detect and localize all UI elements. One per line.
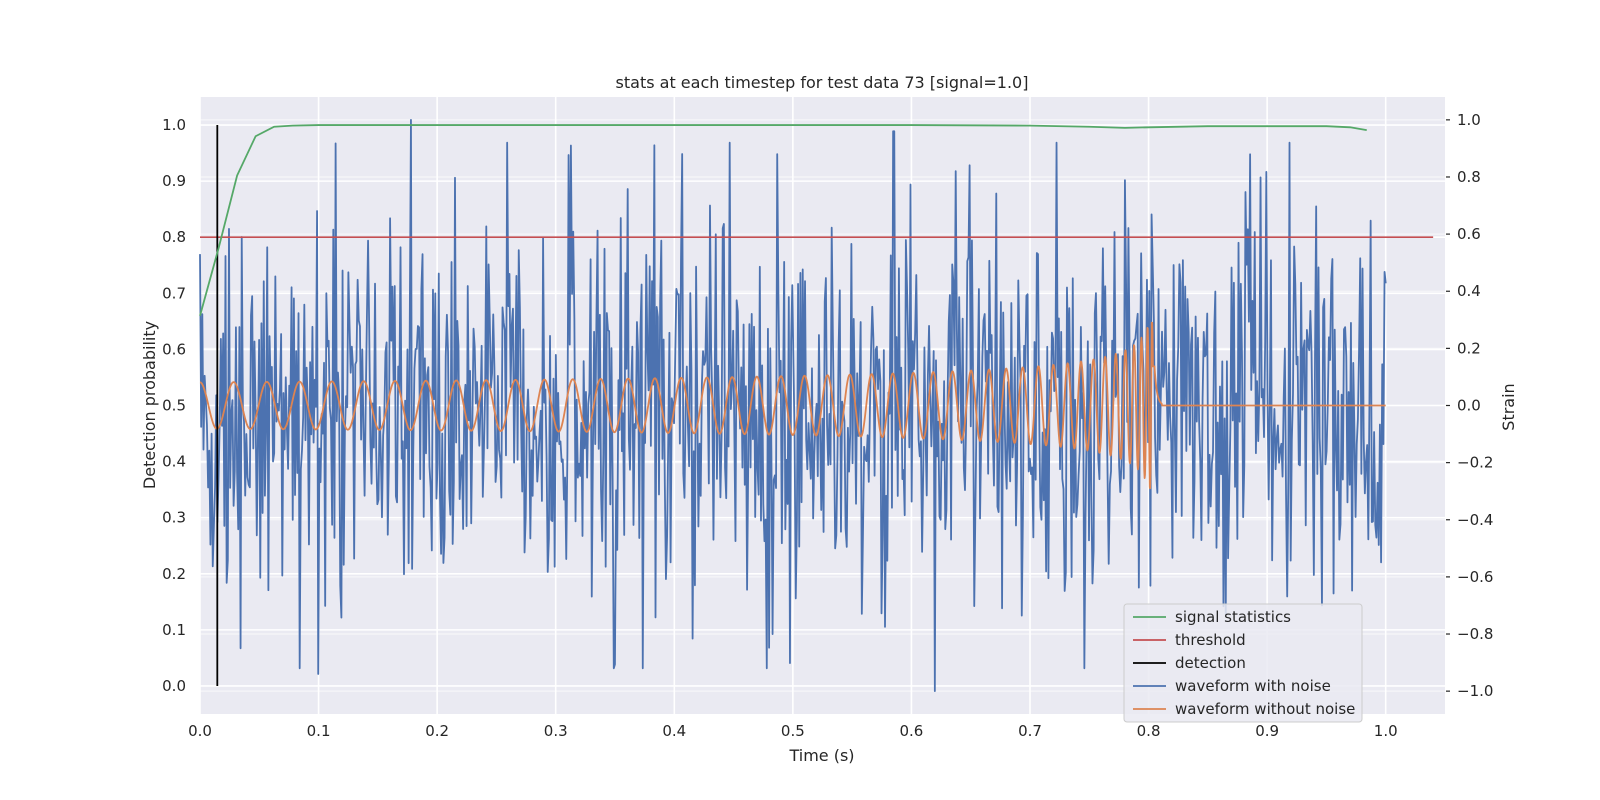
x-tick-label: 0.5 (781, 722, 805, 740)
right-tick-label: 0.0 (1457, 397, 1481, 415)
x-tick-label: 0.4 (662, 722, 686, 740)
legend-box (1123, 603, 1363, 723)
x-tick-label: 0.3 (544, 722, 568, 740)
x-tick-label: 1.0 (1374, 722, 1398, 740)
legend: signal statistics threshold detection wavef… (1123, 603, 1363, 723)
left-tick-label: 0.4 (162, 453, 186, 471)
chart-title: stats at each timestep for test data 73 … (616, 73, 1029, 92)
x-tick-label: 0.8 (1137, 722, 1161, 740)
series-signal-statistics (199, 124, 1367, 316)
series-waveform-without-noise (199, 321, 1387, 490)
x-tick-label: 0.2 (425, 722, 449, 740)
left-tick-label: 0.6 (162, 340, 186, 358)
series-waveform-with-noise (199, 118, 1387, 693)
right-axis-ticks: −1.0 −0.8 −0.6 −0.4 −0.2 0.0 0.2 0.4 0.6 0.8 1.0 (1446, 111, 1493, 700)
left-tick-label: 1.0 (162, 116, 186, 134)
left-tick-label: 0.7 (162, 284, 186, 302)
x-tick-label: 0.7 (1018, 722, 1042, 740)
right-axis-label: Strain (1499, 383, 1518, 430)
left-tick-label: 0.3 (162, 509, 186, 527)
legend-entry: threshold (1175, 631, 1246, 649)
right-tick-label: 1.0 (1457, 111, 1481, 129)
legend-entry: signal statistics (1175, 608, 1291, 626)
legend-entry: waveform with noise (1175, 677, 1331, 695)
right-tick-label: −0.6 (1457, 568, 1493, 586)
legend-entry: detection (1175, 654, 1246, 672)
left-tick-label: 0.1 (162, 621, 186, 639)
left-tick-label: 0.2 (162, 565, 186, 583)
x-axis-ticks: 0.0 0.1 0.2 0.3 0.4 0.5 0.6 0.7 0.8 0.9 1.0 (188, 722, 1398, 740)
x-tick-label: 0.0 (188, 722, 212, 740)
left-axis-ticks: 0.0 0.1 0.2 0.3 0.4 0.5 0.6 0.7 0.8 0.9 1.0 (162, 116, 186, 695)
x-tick-label: 0.6 (899, 722, 923, 740)
left-tick-label: 0.0 (162, 677, 186, 695)
right-tick-label: 0.2 (1457, 339, 1481, 357)
series-layer (199, 118, 1434, 693)
left-axis-label: Detection probability (140, 321, 159, 489)
right-tick-label: 0.6 (1457, 225, 1481, 243)
left-tick-label: 0.9 (162, 172, 186, 190)
right-tick-label: −1.0 (1457, 682, 1493, 700)
right-tick-label: −0.2 (1457, 454, 1493, 472)
x-tick-label: 0.9 (1255, 722, 1279, 740)
x-tick-label: 0.1 (307, 722, 331, 740)
left-tick-label: 0.5 (162, 397, 186, 415)
right-tick-label: −0.8 (1457, 625, 1493, 643)
right-tick-label: 0.8 (1457, 168, 1481, 186)
right-tick-label: −0.4 (1457, 511, 1493, 529)
right-tick-label: 0.4 (1457, 282, 1481, 300)
x-axis-label: Time (s) (788, 746, 854, 765)
left-tick-label: 0.8 (162, 228, 186, 246)
legend-entry: waveform without noise (1175, 700, 1355, 718)
